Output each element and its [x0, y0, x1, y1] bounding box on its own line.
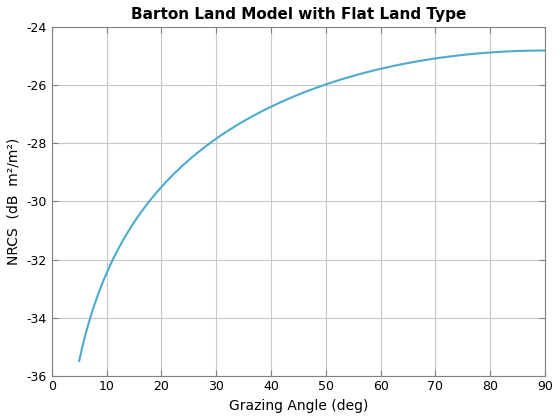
Y-axis label: NRCS  (dB  m²/m²): NRCS (dB m²/m²)	[7, 138, 21, 265]
Title: Barton Land Model with Flat Land Type: Barton Land Model with Flat Land Type	[130, 7, 466, 22]
X-axis label: Grazing Angle (deg): Grazing Angle (deg)	[228, 399, 368, 413]
